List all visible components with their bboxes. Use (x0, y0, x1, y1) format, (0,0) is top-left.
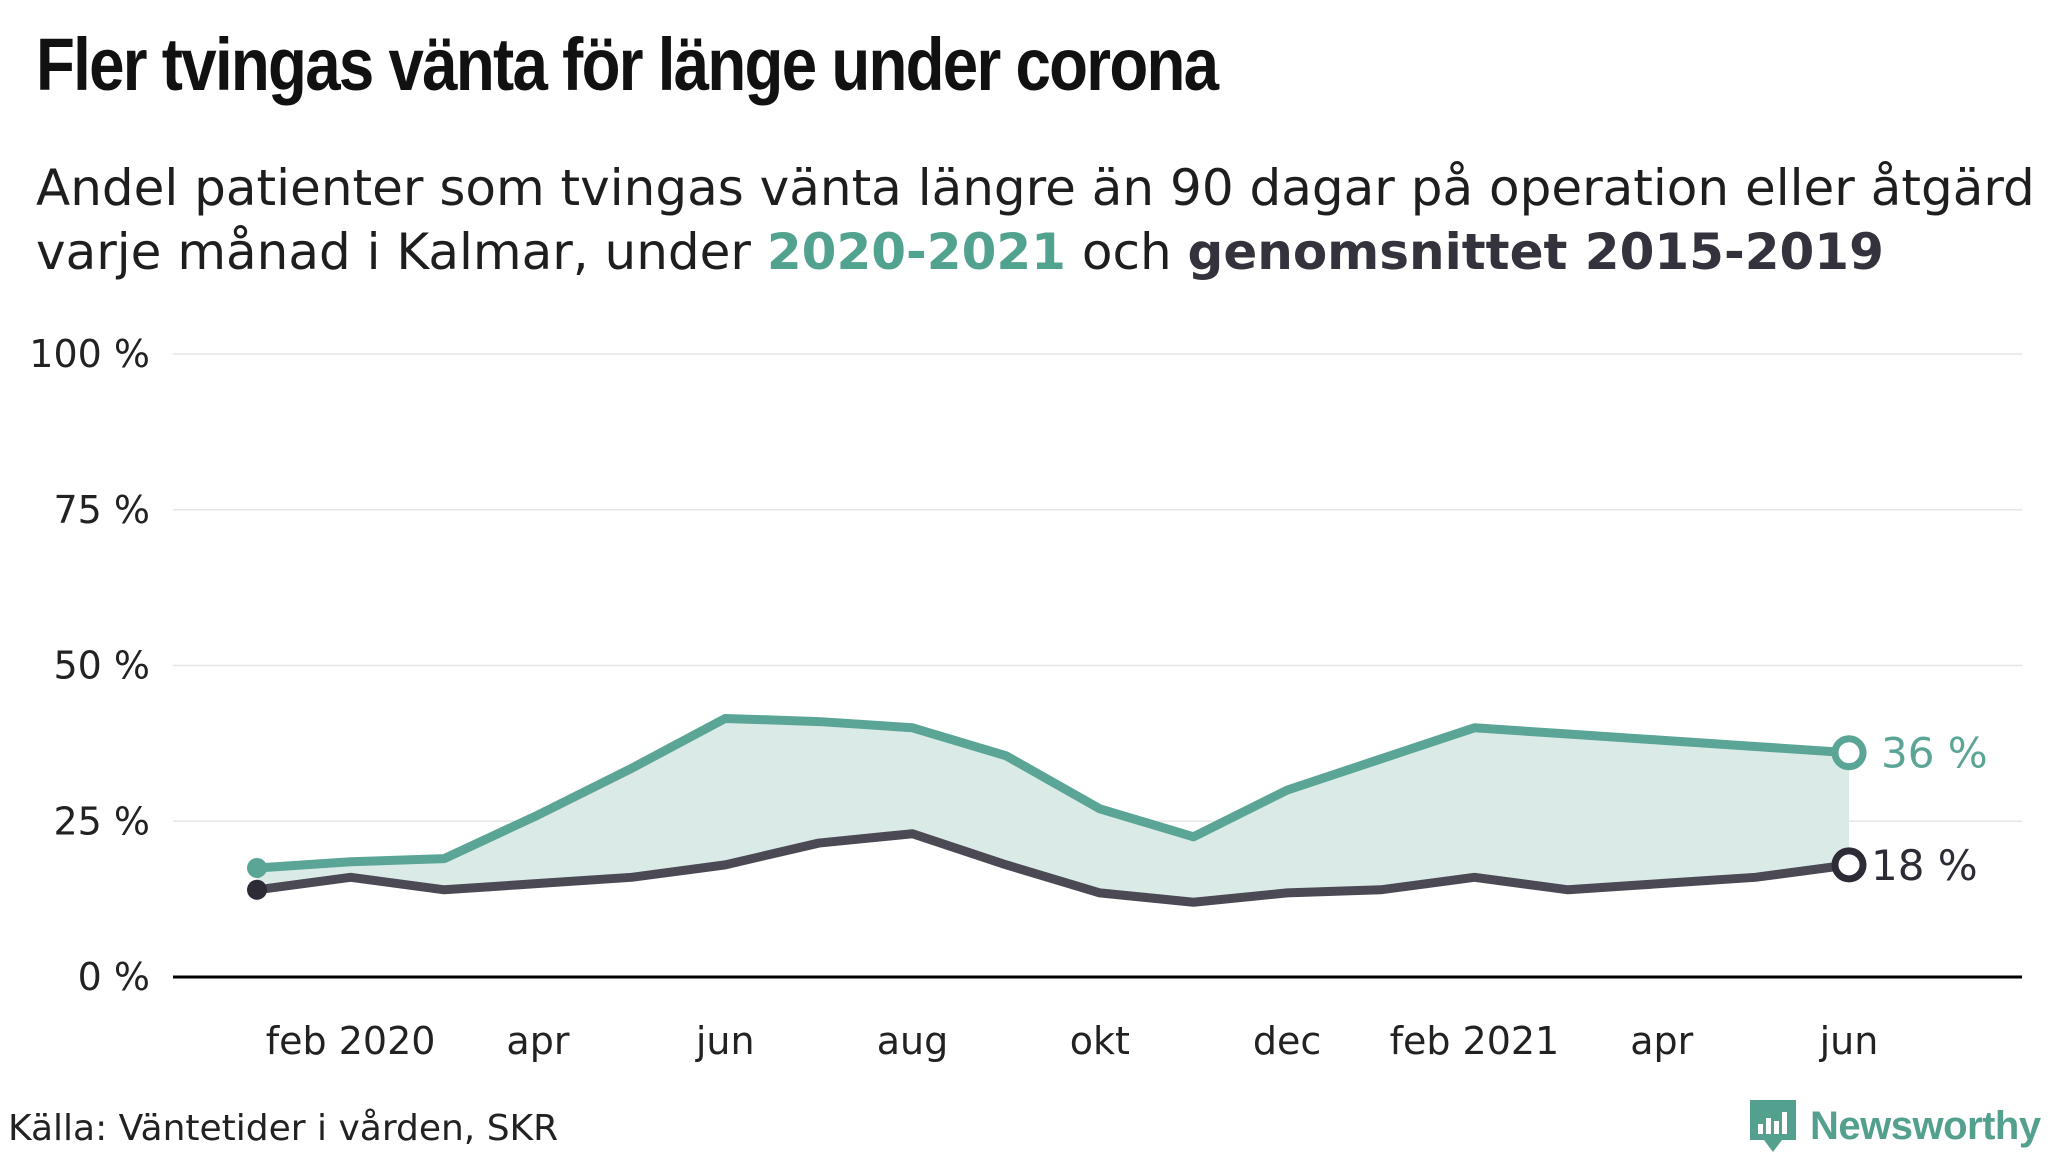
subtitle-prefix: varje månad i Kalmar, under (36, 223, 767, 281)
series-line-2020-2021 (252, 713, 1854, 873)
brand-logo: Newsworthy (1750, 1100, 2041, 1152)
brand-name: Newsworthy (1810, 1103, 2041, 1148)
legend-series-2020-2021: 2020-2021 (766, 223, 1066, 281)
y-tick-label-100: 100 % (29, 332, 150, 376)
subtitle-line-1: Andel patienter som tvingas vänta längre… (36, 159, 2035, 217)
x-tick-label-2020-12: dec (1253, 1019, 1321, 1063)
series-line-average (252, 829, 1854, 907)
start-marker-average (247, 879, 267, 900)
end-marker-average (1831, 847, 1867, 883)
y-axis-tick-labels: 0 % 25 % 50 % 75 % 100 % (29, 332, 150, 999)
y-tick-label-25: 25 % (53, 799, 150, 843)
series-markers (247, 735, 1867, 900)
subtitle-line-2: varje månad i Kalmar, under 2020-2021 oc… (36, 220, 2036, 284)
chart-title: Fler tvingas vänta för länge under coron… (36, 23, 1219, 106)
legend-series-average: genomsnittet 2015-2019 (1187, 223, 1884, 281)
difference-area (257, 718, 1849, 903)
x-tick-label-2020-02: feb 2020 (266, 1019, 436, 1063)
series-lines (252, 713, 1854, 907)
start-marker-2020-2021 (247, 857, 267, 878)
x-axis-tick-labels: feb 2020 apr jun aug okt dec feb 2021 apr jun (266, 1019, 1879, 1063)
y-tick-label-50: 50 % (53, 644, 150, 688)
x-tick-label-2020-08: aug (877, 1019, 949, 1063)
x-tick-label-2020-06: jun (695, 1019, 755, 1063)
x-tick-label-2021-02: feb 2021 (1390, 1019, 1560, 1063)
source-note: Källa: Väntetider i vården, SKR (8, 1108, 559, 1149)
subtitle-connector: och (1065, 223, 1188, 281)
y-tick-label-75: 75 % (53, 488, 150, 532)
y-tick-label-0: 0 % (78, 955, 150, 999)
end-labels: 36 % 18 % (1871, 729, 1988, 890)
x-tick-label-2020-04: apr (506, 1019, 569, 1063)
end-label-average: 18 % (1871, 841, 1978, 890)
x-tick-label-2021-04: apr (1630, 1019, 1693, 1063)
x-tick-label-2021-06: jun (1819, 1019, 1879, 1063)
x-tick-label-2020-10: okt (1070, 1019, 1130, 1063)
chart-subtitle: Andel patienter som tvingas vänta längre… (36, 156, 2036, 284)
end-label-2020-2021: 36 % (1881, 729, 1988, 778)
newsworthy-logo-icon (1750, 1100, 1796, 1152)
end-marker-2020-2021 (1831, 735, 1867, 771)
difference-area-fill (257, 718, 1849, 903)
